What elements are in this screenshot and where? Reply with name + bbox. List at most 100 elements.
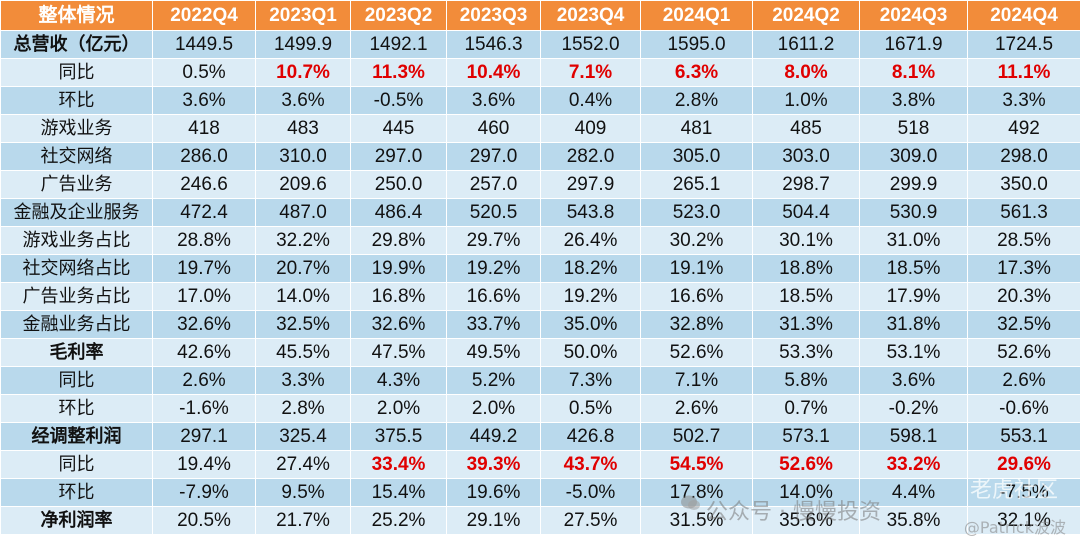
table-cell: 8.0%: [752, 58, 860, 87]
table-cell: 209.6: [255, 170, 351, 199]
table-cell: 3.6%: [446, 86, 541, 115]
table-cell: 523.0: [640, 198, 753, 227]
row-label: 环比: [0, 478, 153, 507]
row-label: 总营收（亿元）: [0, 30, 153, 59]
table-cell: 30.2%: [640, 226, 753, 255]
row-label: 净利润率: [0, 506, 153, 535]
table-cell: -0.5%: [350, 86, 447, 115]
table-cell: 3.6%: [859, 366, 968, 395]
table-cell: 483: [255, 114, 351, 143]
header-cell-period: 2023Q4: [540, 0, 641, 31]
table-cell: 10.4%: [446, 58, 541, 87]
row-label: 毛利率: [0, 338, 153, 367]
table-cell: 52.6%: [967, 338, 1080, 367]
table-cell: 2.6%: [640, 394, 753, 423]
table-cell: 305.0: [640, 142, 753, 171]
table-cell: 1724.5: [967, 30, 1080, 59]
table-cell: 20.7%: [255, 254, 351, 283]
table-row: 广告业务占比 17.0% 14.0% 16.8% 16.6% 19.2% 16.6% 18.5…: [0, 282, 1080, 311]
table-cell: 7.1%: [540, 58, 641, 87]
table-cell: 10.7%: [255, 58, 351, 87]
table-cell: 17.8%: [640, 478, 753, 507]
table-cell: 18.2%: [540, 254, 641, 283]
table-cell: 0.5%: [152, 58, 256, 87]
table-cell: 282.0: [540, 142, 641, 171]
table-cell: 561.3: [967, 198, 1080, 227]
table-cell: 530.9: [859, 198, 968, 227]
table-cell: 325.4: [255, 422, 351, 451]
table-row: 同比 0.5% 10.7% 11.3% 10.4% 7.1% 6.3% 8.0% 8.1% 11.…: [0, 58, 1080, 87]
table-cell: 303.0: [752, 142, 860, 171]
header-cell-label: 整体情况: [0, 0, 153, 31]
table-cell: 53.1%: [859, 338, 968, 367]
table-cell: 9.5%: [255, 478, 351, 507]
table-cell: 0.5%: [540, 394, 641, 423]
table-cell: 1552.0: [540, 30, 641, 59]
table-cell: 0.7%: [752, 394, 860, 423]
table-cell: 1449.5: [152, 30, 256, 59]
table-cell: 20.5%: [152, 506, 256, 535]
table-cell: 298.0: [967, 142, 1080, 171]
table-cell: 53.3%: [752, 338, 860, 367]
table-cell: 4.3%: [350, 366, 447, 395]
table-cell: 297.9: [540, 170, 641, 199]
table-cell: 19.6%: [446, 478, 541, 507]
header-cell-period: 2023Q3: [446, 0, 541, 31]
table-cell: 19.7%: [152, 254, 256, 283]
table-cell: 5.8%: [752, 366, 860, 395]
table-row: 总营收（亿元） 1449.5 1499.9 1492.1 1546.3 1552.0 159…: [0, 30, 1080, 59]
row-label: 同比: [0, 450, 153, 479]
table-cell: 52.6%: [640, 338, 753, 367]
table-cell: 409: [540, 114, 641, 143]
table-cell: 27.5%: [540, 506, 641, 535]
table-cell: 19.4%: [152, 450, 256, 479]
row-label: 同比: [0, 58, 153, 87]
table-cell: 16.6%: [640, 282, 753, 311]
table-cell: 3.3%: [255, 366, 351, 395]
table-cell: 49.5%: [446, 338, 541, 367]
row-label: 社交网络: [0, 142, 153, 171]
table-cell: 50.0%: [540, 338, 641, 367]
table-row: 金融业务占比 32.6% 32.5% 32.6% 33.7% 35.0% 32.8% 31.3…: [0, 310, 1080, 339]
row-label: 金融及企业服务: [0, 198, 153, 227]
table-cell: 17.0%: [152, 282, 256, 311]
table-cell: 460: [446, 114, 541, 143]
table-cell: 32.1%: [967, 506, 1080, 535]
table-cell: 3.8%: [859, 86, 968, 115]
table-cell: 39.3%: [446, 450, 541, 479]
table-cell: -7.5%: [967, 478, 1080, 507]
table-cell: 350.0: [967, 170, 1080, 199]
table-cell: 1611.2: [752, 30, 860, 59]
table-cell: 35.6%: [752, 506, 860, 535]
table-cell: 29.1%: [446, 506, 541, 535]
table-cell: 47.5%: [350, 338, 447, 367]
table-row: 社交网络 286.0 310.0 297.0 297.0 282.0 305.0 303.0 3…: [0, 142, 1080, 171]
financial-table: 整体情况 2022Q4 2023Q1 2023Q2 2023Q3 2023Q4 2024Q1…: [0, 0, 1080, 535]
table-row: 环比 -7.9% 9.5% 15.4% 19.6% -5.0% 17.8% 14.0% 4.4%…: [0, 478, 1080, 507]
header-cell-period: 2024Q2: [752, 0, 860, 31]
table-row: 社交网络占比 19.7% 20.7% 19.9% 19.2% 18.2% 19.1% 18.8…: [0, 254, 1080, 283]
row-label: 环比: [0, 86, 153, 115]
row-label: 经调整利润: [0, 422, 153, 451]
table-cell: 445: [350, 114, 447, 143]
table-cell: 0.4%: [540, 86, 641, 115]
row-label: 社交网络占比: [0, 254, 153, 283]
table-cell: 19.2%: [540, 282, 641, 311]
table-cell: 257.0: [446, 170, 541, 199]
table-cell: 7.1%: [640, 366, 753, 395]
table-cell: 32.6%: [350, 310, 447, 339]
table-cell: 1492.1: [350, 30, 447, 59]
table-cell: 2.6%: [967, 366, 1080, 395]
table-cell: -1.6%: [152, 394, 256, 423]
table-cell: 4.4%: [859, 478, 968, 507]
table-cell: 449.2: [446, 422, 541, 451]
table-cell: 54.5%: [640, 450, 753, 479]
row-label: 广告业务占比: [0, 282, 153, 311]
table-cell: 5.2%: [446, 366, 541, 395]
table-cell: 18.5%: [859, 254, 968, 283]
table-cell: 426.8: [540, 422, 641, 451]
table-cell: 19.2%: [446, 254, 541, 283]
table-cell: 16.8%: [350, 282, 447, 311]
table-cell: 7.3%: [540, 366, 641, 395]
table-cell: 553.1: [967, 422, 1080, 451]
